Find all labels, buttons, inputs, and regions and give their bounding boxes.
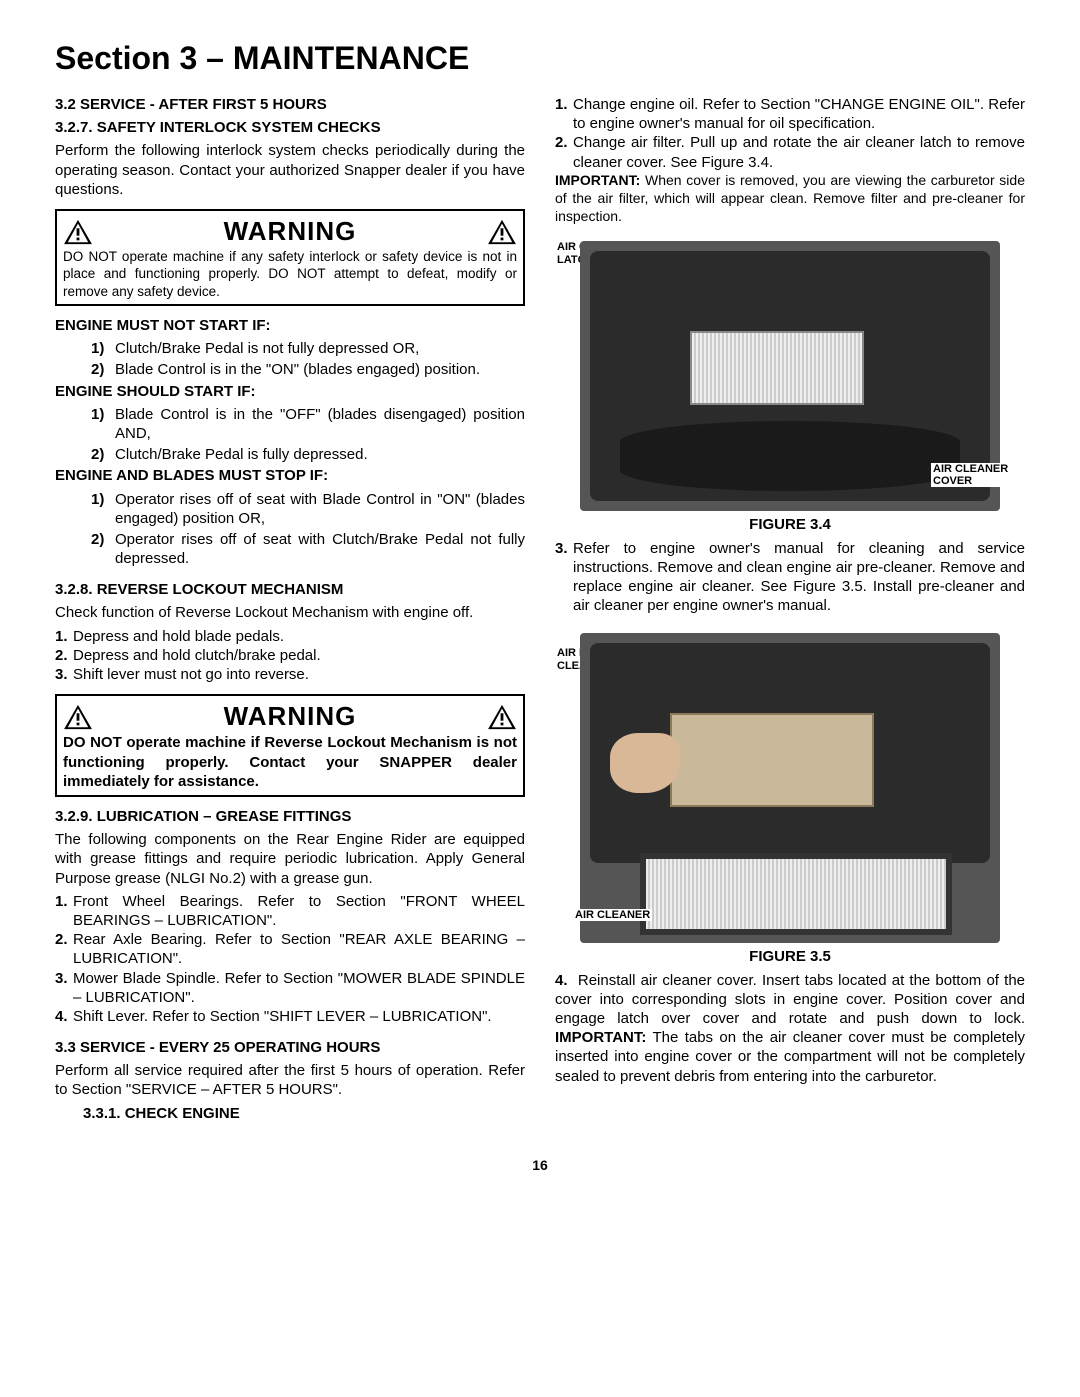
right-column: 1.Change engine oil. Refer to Section "C… <box>555 95 1025 1127</box>
lube-3: Mower Blade Spindle. Refer to Section "M… <box>73 969 525 1007</box>
warning-box-1: WARNING DO NOT operate machine if any sa… <box>55 209 525 306</box>
heading-3-2-8: 3.2.8. REVERSE LOCKOUT MECHANISM <box>55 580 525 599</box>
lube-2: Rear Axle Bearing. Refer to Section "REA… <box>73 930 525 968</box>
lube-1: Front Wheel Bearings. Refer to Section "… <box>73 892 525 930</box>
warning-icon <box>487 704 517 730</box>
mns-item-1: Clutch/Brake Pedal is not fully depresse… <box>115 339 525 358</box>
section-title: Section 3 – MAINTENANCE <box>55 40 1025 77</box>
engine-should-start-heading: ENGINE SHOULD START IF: <box>55 382 525 401</box>
important-1: IMPORTANT: When cover is removed, you ar… <box>555 172 1025 226</box>
figure-3-5-label: FIGURE 3.5 <box>555 947 1025 966</box>
callout-air-cleaner: AIR CLEANER <box>573 909 652 921</box>
heading-3-3: 3.3 SERVICE - EVERY 25 OPERATING HOURS <box>55 1038 525 1057</box>
warning-body-1: DO NOT operate machine if any safety int… <box>63 248 517 300</box>
step-4: 4. Reinstall air cleaner cover. Insert t… <box>555 971 1025 1086</box>
warning-icon <box>63 219 93 245</box>
warning-box-2: WARNING DO NOT operate machine if Revers… <box>55 694 525 797</box>
engine-must-not-start-heading: ENGINE MUST NOT START IF: <box>55 316 525 335</box>
left-column: 3.2 SERVICE - AFTER FIRST 5 HOURS 3.2.7.… <box>55 95 525 1127</box>
ess-item-2: Clutch/Brake Pedal is fully depressed. <box>115 445 525 464</box>
lube-4: Shift Lever. Refer to Section "SHIFT LEV… <box>73 1007 525 1026</box>
rlm-step-1: Depress and hold blade pedals. <box>73 627 525 646</box>
heading-3-2-7: 3.2.7. SAFETY INTERLOCK SYSTEM CHECKS <box>55 118 525 137</box>
page-number: 16 <box>55 1157 1025 1173</box>
warning-title-2: WARNING <box>224 700 357 733</box>
rlm-step-3: Shift lever must not go into reverse. <box>73 665 525 684</box>
step-2: Change air filter. Pull up and rotate th… <box>573 133 1025 171</box>
para-3-2-9: The following components on the Rear Eng… <box>55 830 525 888</box>
warning-title-1: WARNING <box>224 215 357 248</box>
figure-3-5-image <box>580 633 1000 943</box>
heading-3-3-1: 3.3.1. CHECK ENGINE <box>55 1104 525 1123</box>
heading-3-2-9: 3.2.9. LUBRICATION – GREASE FITTINGS <box>55 807 525 826</box>
mns-item-2: Blade Control is in the "ON" (blades eng… <box>115 360 525 379</box>
para-3-3: Perform all service required after the f… <box>55 1061 525 1099</box>
rlm-step-2: Depress and hold clutch/brake pedal. <box>73 646 525 665</box>
callout-air-cleaner-cover: AIR CLEANER COVER <box>931 463 1025 487</box>
ebm-item-1: Operator rises off of seat with Blade Co… <box>115 490 525 528</box>
warning-icon <box>63 704 93 730</box>
warning-icon <box>487 219 517 245</box>
step-1: Change engine oil. Refer to Section "CHA… <box>573 95 1025 133</box>
figure-3-4-label: FIGURE 3.4 <box>555 515 1025 534</box>
warning-body-2: DO NOT operate machine if Reverse Lockou… <box>63 733 517 791</box>
step-3: Refer to engine owner's manual for clean… <box>573 539 1025 616</box>
ess-item-1: Blade Control is in the "OFF" (blades di… <box>115 405 525 443</box>
para-3-2-8: Check function of Reverse Lockout Mechan… <box>55 603 525 622</box>
ebm-item-2: Operator rises off of seat with Clutch/B… <box>115 530 525 568</box>
heading-3-2: 3.2 SERVICE - AFTER FIRST 5 HOURS <box>55 95 525 114</box>
engine-blades-stop-heading: ENGINE AND BLADES MUST STOP IF: <box>55 466 525 485</box>
para-3-2-7: Perform the following interlock system c… <box>55 141 525 199</box>
